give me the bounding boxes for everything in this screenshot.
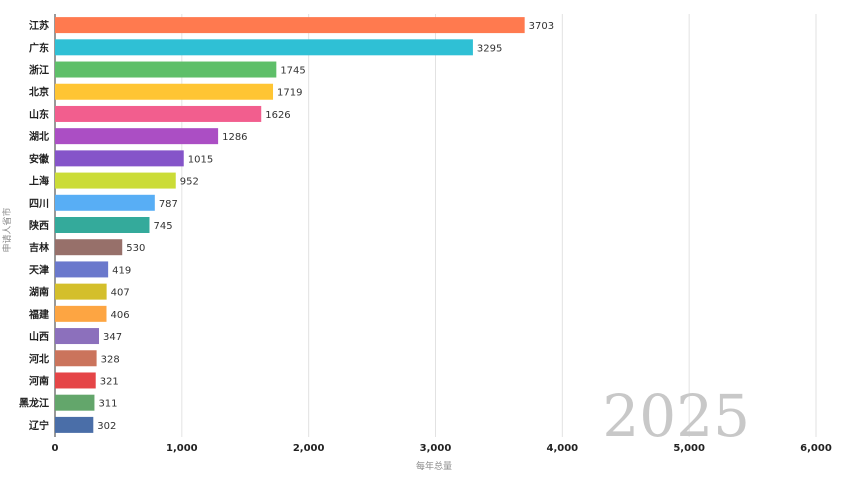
bar [55, 17, 525, 34]
value-label: 530 [126, 243, 145, 254]
value-label: 1015 [188, 154, 213, 165]
value-label: 1745 [280, 66, 305, 77]
category-label: 湖北 [29, 130, 49, 143]
bar [55, 150, 184, 167]
value-label: 1719 [277, 88, 302, 99]
bar [55, 328, 100, 345]
bar [55, 128, 219, 145]
category-label: 河北 [29, 352, 49, 365]
value-label: 3703 [529, 21, 554, 32]
category-label: 河南 [29, 374, 49, 387]
category-label: 黑龙江 [19, 397, 49, 410]
category-label: 山西 [29, 330, 49, 343]
bar [55, 217, 150, 233]
bar [55, 350, 97, 367]
bars [55, 17, 525, 433]
bar [55, 194, 155, 211]
category-label: 北京 [29, 86, 49, 99]
category-label: 辽宁 [29, 419, 49, 432]
value-label: 1286 [222, 132, 247, 143]
bar [55, 83, 274, 100]
category-label: 天津 [29, 263, 49, 276]
category-label: 陕西 [29, 219, 49, 232]
bar [55, 394, 95, 411]
x-tick-label: 3,000 [420, 443, 452, 454]
category-label: 湖南 [29, 286, 49, 299]
bar [55, 39, 473, 56]
value-label: 745 [153, 221, 172, 232]
value-label: 347 [103, 332, 122, 343]
value-label: 302 [97, 421, 116, 432]
value-label: 407 [111, 288, 130, 299]
bar [55, 172, 176, 189]
x-tick-label: 0 [52, 443, 59, 454]
category-label: 浙江 [29, 64, 49, 77]
value-label: 1626 [265, 110, 290, 121]
category-label: 四川 [29, 198, 49, 210]
x-tick-label: 6,000 [800, 443, 832, 454]
bar [55, 261, 109, 278]
category-label: 吉林 [29, 241, 50, 254]
x-tick-labels: 0 1,000 2,000 3,000 4,000 5,000 6,000 [52, 443, 832, 454]
bar [55, 239, 123, 256]
category-label: 上海 [29, 175, 49, 188]
value-label: 787 [159, 199, 178, 210]
year-label: 2025 [602, 382, 750, 450]
value-label: 3295 [477, 43, 502, 54]
bar [55, 61, 277, 78]
category-label: 江苏 [29, 19, 49, 32]
bar [55, 305, 107, 322]
category-label: 广东 [29, 41, 49, 54]
x-tick-label: 5,000 [673, 443, 705, 454]
value-label: 952 [180, 177, 199, 188]
bar [55, 372, 96, 389]
value-label: 406 [110, 310, 129, 321]
category-label: 安徽 [29, 152, 50, 165]
x-axis-title: 每年总量 [416, 460, 452, 472]
value-label: 321 [100, 376, 119, 387]
category-label: 福建 [28, 308, 50, 321]
value-label: 419 [112, 265, 131, 276]
value-label: 311 [98, 399, 117, 410]
value-label: 328 [101, 354, 120, 365]
bar [55, 416, 94, 433]
x-tick-label: 1,000 [166, 443, 198, 454]
x-tick-label: 2,000 [293, 443, 325, 454]
bar [55, 283, 107, 300]
y-axis-title: 申请人省市 [1, 207, 13, 252]
x-tick-label: 4,000 [547, 443, 579, 454]
category-label: 山东 [29, 108, 49, 121]
bar [55, 105, 262, 122]
